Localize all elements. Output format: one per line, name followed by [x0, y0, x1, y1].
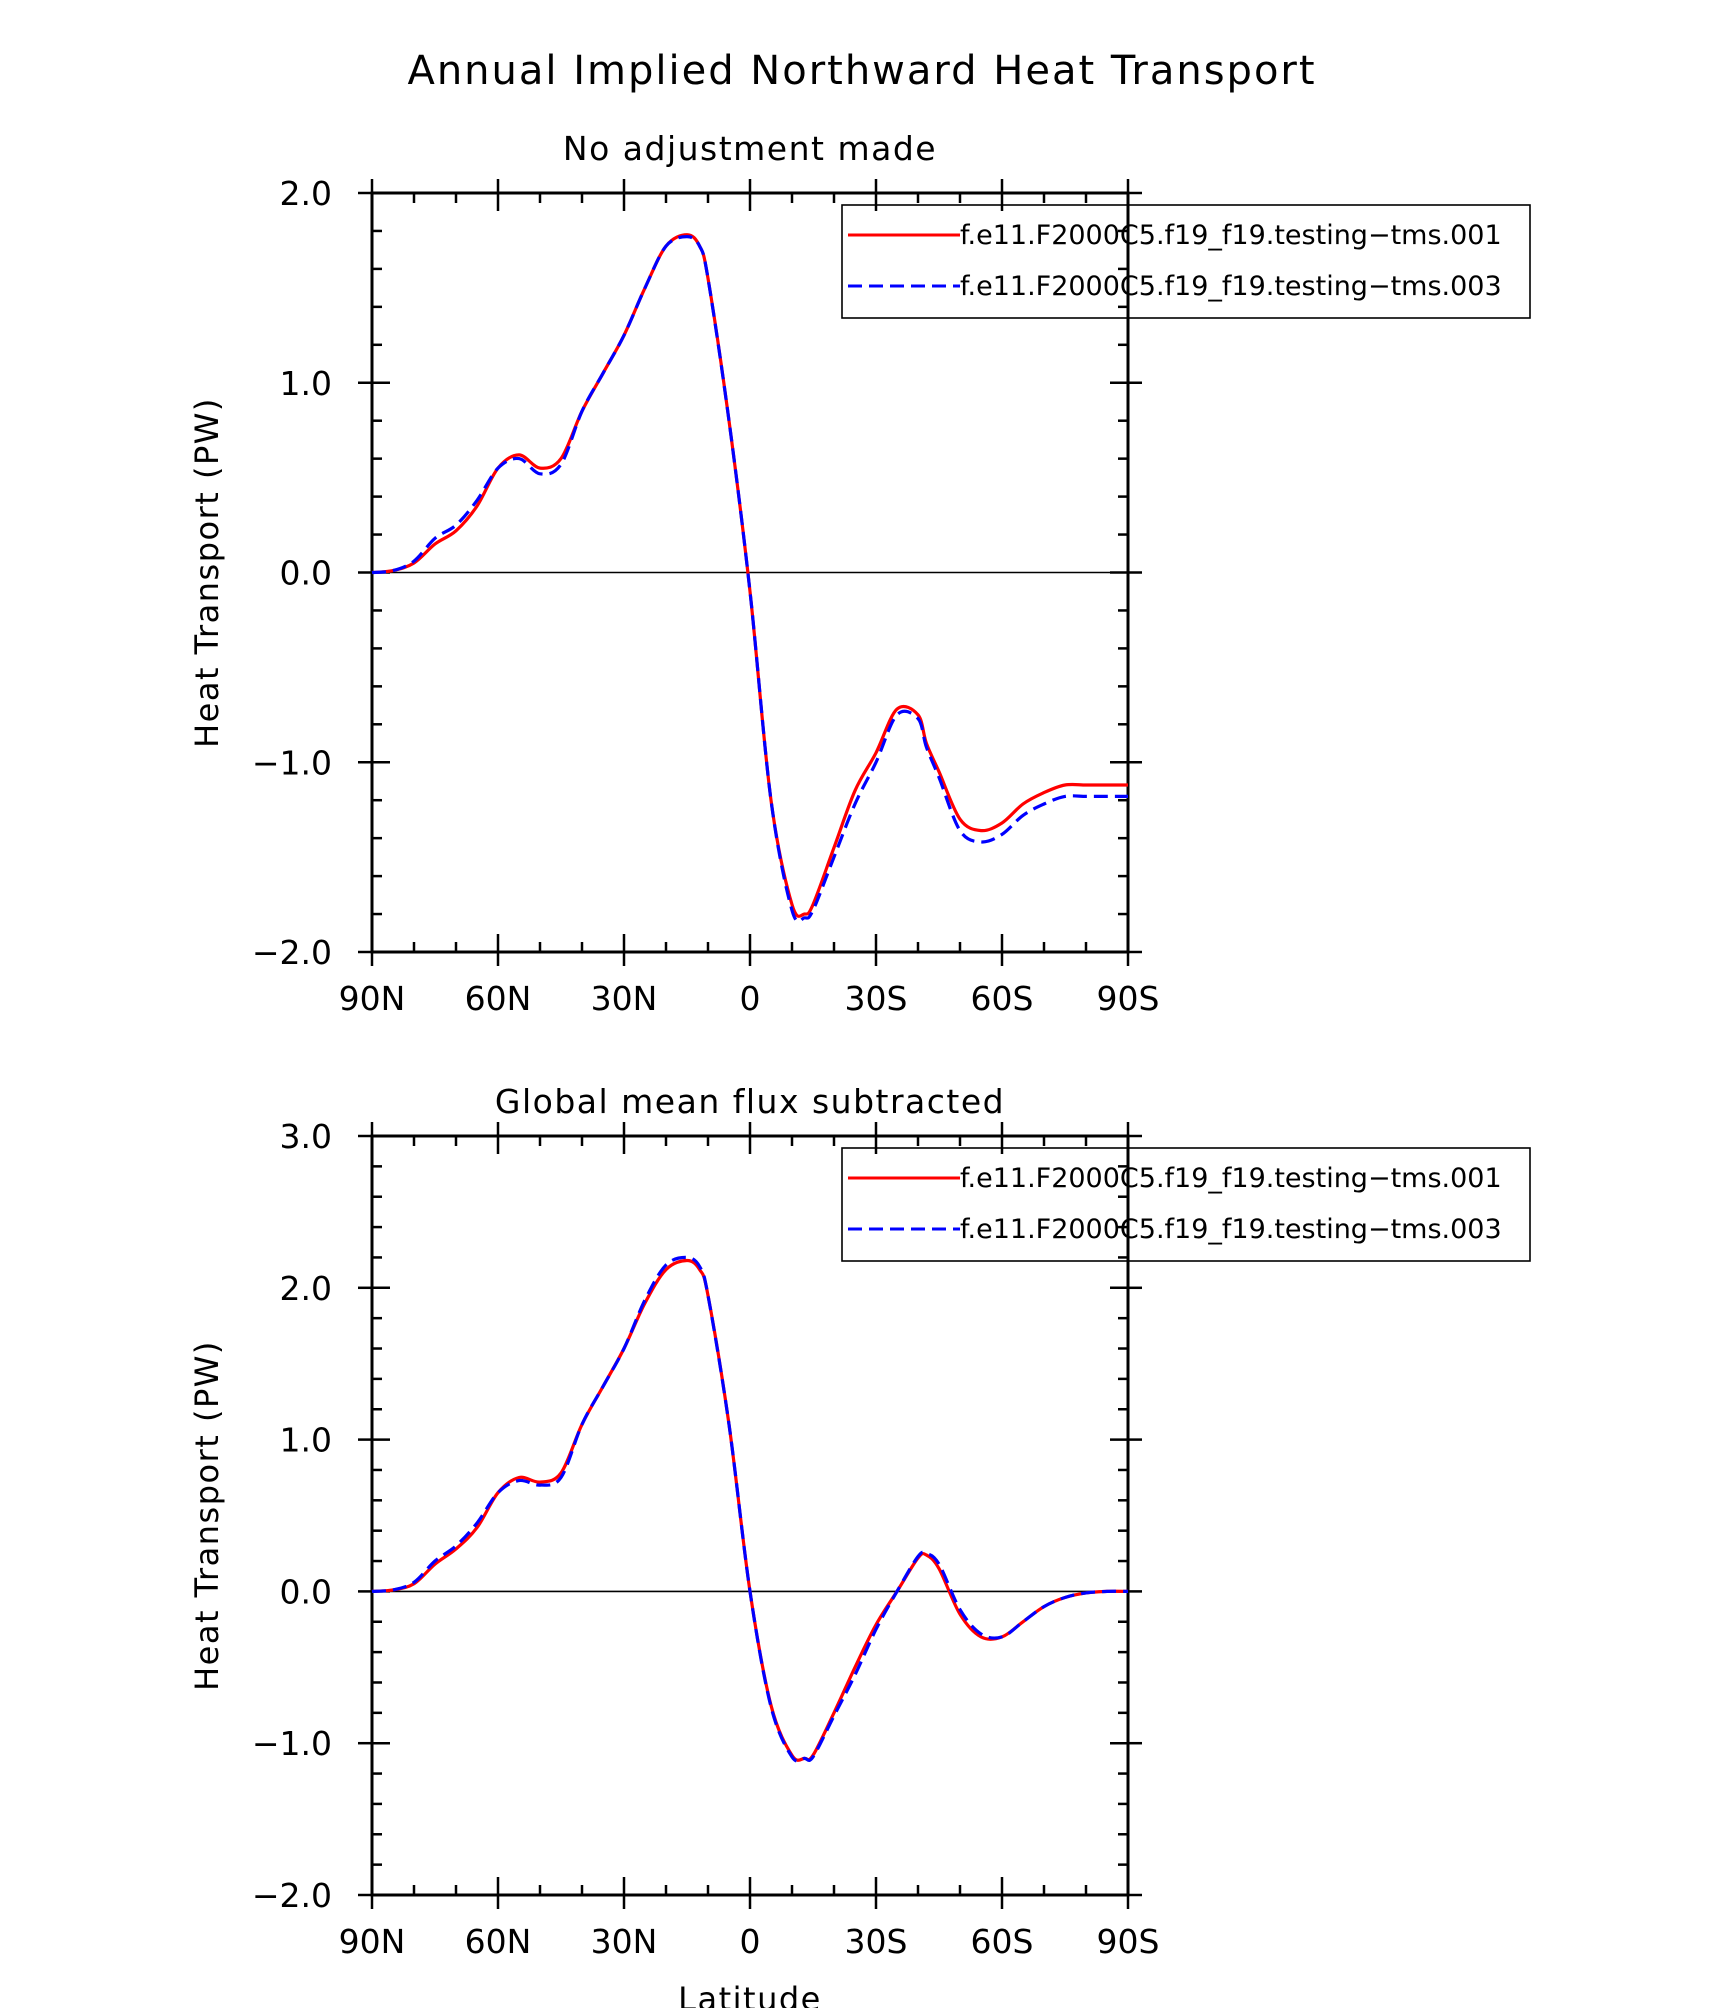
y-tick-label: 0.0 [280, 554, 332, 593]
x-tick-label: 60N [465, 1922, 532, 1961]
x-tick-label: 30S [845, 979, 908, 1018]
legend-box [841, 204, 1531, 319]
series-line-tms003 [371, 1255, 1129, 1763]
x-tick-label: 30S [845, 1922, 908, 1961]
panel-title: No adjustment made [563, 129, 937, 168]
legend-label: f.e11.F2000C5.f19_f19.testing−tms.003 [960, 271, 1502, 302]
y-tick-label: 0.0 [280, 1572, 332, 1611]
series-line-tms001 [371, 233, 1128, 918]
x-tick-label: 60S [971, 979, 1034, 1018]
legend-box [841, 1147, 1531, 1262]
legend-label: f.e11.F2000C5.f19_f19.testing−tms.001 [960, 1163, 1502, 1194]
x-tick-label: 30N [591, 979, 658, 1018]
x-tick-label: 90N [339, 979, 406, 1018]
x-tick-label: 90S [1097, 979, 1160, 1018]
x-tick-label: 0 [740, 979, 761, 1018]
y-axis-label: Heat Transport (PW) [188, 1340, 226, 1691]
panel-global-mean-flux-subtracted: Global mean flux subtracted 90N 60N 30N 0 30S… [188, 1082, 1531, 2008]
figure-title: Annual Implied Northward Heat Transport [407, 48, 1316, 94]
y-tick-label: −1.0 [252, 743, 332, 782]
legend-label: f.e11.F2000C5.f19_f19.testing−tms.001 [960, 220, 1502, 251]
series-line-tms003 [371, 235, 1128, 923]
y-tick-label: 2.0 [280, 174, 332, 213]
legend: f.e11.F2000C5.f19_f19.testing−tms.001 f.e… [841, 1147, 1531, 1262]
x-tick-label: 60S [971, 1922, 1034, 1961]
y-tick-label: 1.0 [280, 364, 332, 403]
x-tick-label: 90S [1097, 1922, 1160, 1961]
y-tick-label: 2.0 [280, 1269, 332, 1308]
y-tick-label: 3.0 [280, 1117, 332, 1156]
panel-no-adjustment: No adjustment made 90N 60N 30N 0 30S 60S 90S 2.0… [188, 129, 1531, 1018]
x-axis-label: Latitude [678, 1980, 822, 2008]
legend: f.e11.F2000C5.f19_f19.testing−tms.001 f.e… [841, 204, 1531, 319]
y-tick-label: −2.0 [252, 933, 332, 972]
x-tick-label: 30N [591, 1922, 658, 1961]
legend-label: f.e11.F2000C5.f19_f19.testing−tms.003 [960, 1214, 1502, 1245]
panel-title: Global mean flux subtracted [495, 1082, 1005, 1121]
y-axis-label: Heat Transport (PW) [188, 397, 226, 748]
x-tick-label: 0 [740, 1922, 761, 1961]
x-tick-label: 90N [339, 1922, 406, 1961]
y-tick-label: 1.0 [280, 1421, 332, 1460]
y-tick-label: −2.0 [252, 1876, 332, 1915]
y-tick-label: −1.0 [252, 1724, 332, 1763]
series-line-tms001 [371, 1258, 1129, 1762]
x-tick-label: 60N [465, 979, 532, 1018]
